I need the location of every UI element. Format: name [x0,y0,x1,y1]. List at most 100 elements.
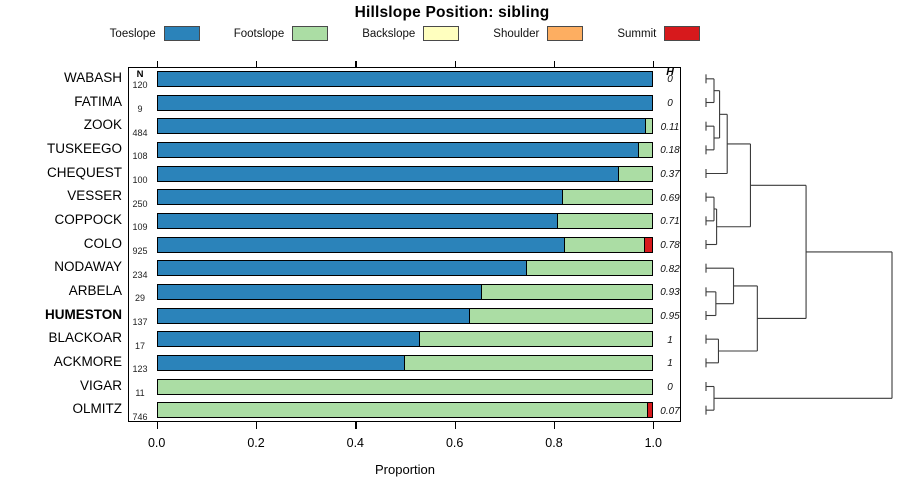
n-value: 29 [134,293,145,304]
bar-segment-footslope [562,189,654,206]
bar-segment-toeslope [156,94,654,111]
x-tick [653,60,655,67]
x-tick-label: 0.4 [346,436,365,450]
bar-segment-footslope [525,260,654,277]
h-value: 0.07 [660,405,680,417]
legend-label: Footslope [233,27,285,40]
row-label: ACKMORE [53,353,122,369]
row-label: BLACKOAR [48,330,122,346]
x-tick [355,422,357,429]
bar-segment-footslope [644,118,654,135]
bar-segment-footslope [638,141,654,158]
n-value: 234 [132,269,148,280]
n-value: 746 [132,411,148,422]
h-value: 0 [667,382,673,393]
x-tick [553,60,556,67]
x-tick [653,422,655,429]
n-value: 108 [132,151,148,162]
bar-segment-toeslope [156,236,565,253]
row-label: ARBELA [68,282,122,298]
x-tick [454,60,456,67]
x-tick-label: 0.0 [147,436,166,450]
n-value: 250 [132,198,148,209]
h-value: 0.78 [660,240,680,251]
bar-segment-footslope [563,236,646,253]
h-value: 0.11 [660,121,680,133]
x-axis-label: Proportion [375,462,435,477]
bar-segment-summit [644,236,654,253]
legend-item: Footslope [234,26,329,41]
bar-segment-footslope [404,354,654,371]
legend-swatch [547,26,584,41]
x-tick [156,422,158,429]
n-value: 120 [132,80,148,91]
h-value: 0.71 [660,216,680,228]
legend-label: Shoulder [493,27,540,40]
bar-segment-footslope [156,402,649,419]
row-label: VESSER [67,188,122,204]
chart-title: Hillslope Position: sibling [354,4,550,21]
h-value: 0.37 [660,169,680,180]
bar-segment-footslope [556,212,654,229]
row-label: NODAWAY [54,259,122,275]
x-tick [355,60,357,67]
n-column-header: N [136,69,144,80]
n-value: 9 [137,104,143,114]
bar-segment-toeslope [156,260,527,277]
bar-segment-toeslope [156,141,640,158]
h-value: 0 [667,98,673,109]
x-tick [256,60,258,67]
legend-item: Shoulder [493,26,584,41]
h-value: 0.95 [660,311,680,322]
legend-label: Summit [617,27,657,40]
bar-segment-toeslope [156,307,470,324]
x-tick [553,422,556,429]
bar-segment-footslope [156,378,654,395]
bar-segment-summit [647,402,654,419]
h-value: 1 [667,358,673,370]
h-value: 0 [667,74,673,86]
row-label: CHEQUEST [46,164,122,180]
x-tick [256,422,258,429]
row-label: COLO [83,235,122,251]
h-value: 0.69 [660,192,680,204]
x-tick-label: 0.6 [445,436,464,450]
row-label: OLMITZ [72,401,123,417]
bar-segment-toeslope [156,283,482,300]
n-value: 17 [134,340,145,351]
row-label: ZOOK [83,117,122,133]
bar-segment-toeslope [156,70,654,87]
h-value: 0.18 [660,145,680,157]
row-label: TUSKEEGO [46,140,122,156]
bar-segment-toeslope [156,118,646,135]
bar-segment-toeslope [156,189,564,206]
x-tick [156,60,158,67]
n-value: 123 [132,364,148,375]
bar-segment-toeslope [156,165,619,182]
row-label: HUMESTON [44,306,122,322]
bar-segment-footslope [480,283,654,300]
h-column-header: H [666,65,674,78]
x-tick-label: 0.2 [247,436,265,450]
legend-swatch [664,26,701,41]
h-value: 0.93 [660,287,680,299]
n-value: 925 [132,246,148,256]
bar-segment-toeslope [156,354,405,371]
row-label: WABASH [63,69,122,85]
bar-segment-footslope [418,331,654,348]
bar-segment-footslope [468,307,654,324]
h-value: 0.82 [660,263,680,275]
legend-swatch [292,26,329,41]
legend-label: Toeslope [109,27,156,40]
bar-segment-footslope [617,165,654,182]
row-label: COPPOCK [54,211,122,227]
legend: Toeslope Footslope Backslope Shoulder Summit [95,25,715,42]
legend-label: Backslope [362,27,416,40]
x-tick-label: 1.0 [644,436,662,450]
bar-segment-toeslope [156,212,558,229]
n-value: 100 [132,175,148,185]
legend-item: Toeslope [110,26,200,41]
x-tick-label: 0.8 [545,436,563,450]
row-label: FATIMA [74,93,122,109]
